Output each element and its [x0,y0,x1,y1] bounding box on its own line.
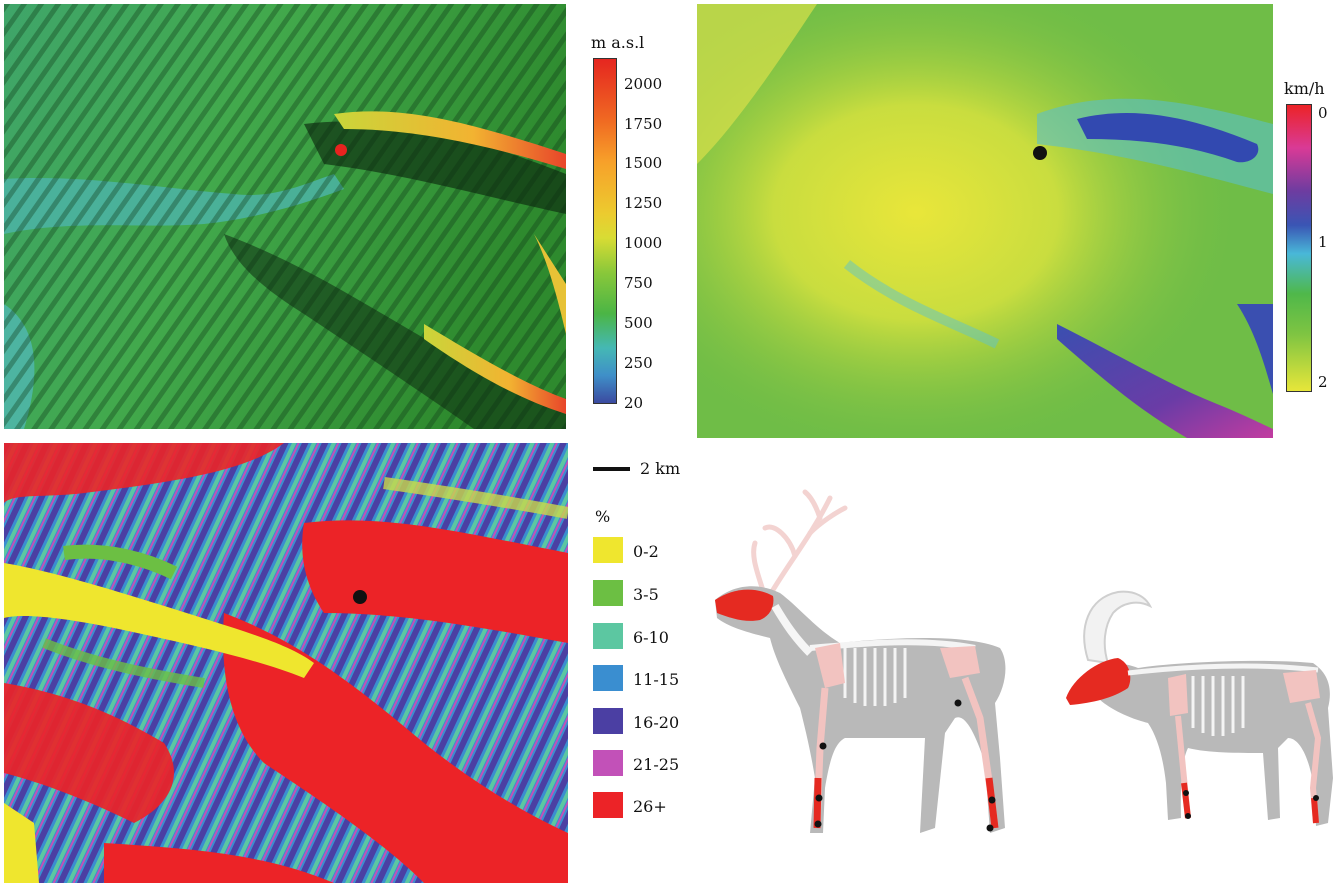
slope-label-6-10: 6-10 [633,628,669,647]
deer-skull [715,589,774,621]
ibex-hindlimb-lower [1311,797,1319,824]
ibex-spine [1127,663,1319,676]
elevation-relief [4,4,566,429]
deer-scapula [815,643,845,688]
deer-forelimb-lower [813,777,822,829]
elevation-tick-1000: 1000 [624,234,663,252]
speed-colorbar [1286,104,1312,392]
elevation-unit-label: m a.s.l [591,33,645,52]
ibex-skull [1066,658,1131,705]
deer-ribcage [843,648,907,706]
speed-tick-2: 2 [1318,373,1328,391]
walking-speed-map [697,4,1273,438]
slope-swatch-0-2 [593,537,623,563]
elevation-tick-1500: 1500 [624,154,663,172]
ibex-pelvis [1283,670,1320,703]
elevation-tick-500: 500 [624,314,653,332]
ibex-horn [1083,590,1153,665]
deer-body [715,586,1006,833]
slope-label-0-2: 0-2 [633,542,659,561]
elevation-tick-250: 250 [624,354,653,372]
slope-label-16-20: 16-20 [633,713,680,732]
speed-surface [697,4,1273,438]
ibex-forelimb-lower [1181,782,1191,819]
ibex-body [1078,660,1333,826]
elevation-tick-2000: 2000 [624,75,663,93]
speed-tick-1: 1 [1318,233,1328,251]
slope-unit-label: % [595,507,611,526]
red-deer-skeleton-diagram [715,489,1006,833]
ibex-ribcage [1191,676,1245,736]
slope-swatch-11-15 [593,665,623,691]
elevation-tick-1250: 1250 [624,194,663,212]
elevation-colorbar [593,58,617,404]
site-marker [353,590,367,604]
site-marker [335,144,347,156]
site-marker [1033,146,1047,160]
scale-bar [593,467,630,471]
slope-label-3-5: 3-5 [633,585,659,604]
slope-label-11-15: 11-15 [633,670,680,689]
slope-swatch-3-5 [593,580,623,606]
slope-swatch-26-plus [593,792,623,818]
elevation-tick-20: 20 [624,394,644,412]
slope-label-21-25: 21-25 [633,755,680,774]
ibex-skeleton-diagram [1066,590,1333,826]
deer-pelvis [940,646,980,678]
scale-bar-label: 2 km [640,459,681,478]
slope-map [4,443,568,883]
deer-antlers [751,489,848,603]
slope-classes [4,443,568,883]
speed-tick-0: 0 [1318,104,1328,122]
ibex-scapula [1168,674,1188,716]
slope-label-26-plus: 26+ [633,797,667,816]
slope-swatch-21-25 [593,750,623,776]
elevation-tick-1750: 1750 [624,115,663,133]
deer-neck [771,603,813,656]
slope-swatch-6-10 [593,623,623,649]
elevation-map [4,4,566,429]
slope-swatch-16-20 [593,708,623,734]
speed-unit-label: km/h [1284,79,1325,98]
elevation-tick-750: 750 [624,274,653,292]
